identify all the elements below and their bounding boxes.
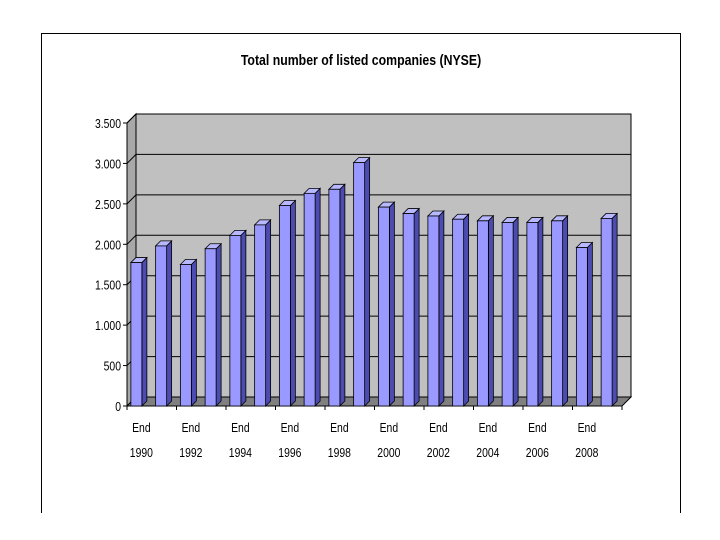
x-tick-label: End bbox=[182, 421, 200, 435]
bar bbox=[154, 239, 173, 407]
y-tick-label: 0 bbox=[115, 400, 121, 414]
x-tick-label: End bbox=[479, 421, 497, 435]
bar bbox=[129, 256, 148, 407]
x-tick-label: End bbox=[132, 421, 150, 435]
y-tick-label: 1.000 bbox=[95, 319, 121, 333]
bar bbox=[575, 241, 594, 407]
y-tick-label: 1.500 bbox=[95, 279, 121, 293]
x-tick-label: End bbox=[231, 421, 249, 435]
y-tick-label: 2.000 bbox=[95, 238, 121, 252]
y-tick-label: 2.500 bbox=[95, 198, 121, 212]
bar bbox=[402, 207, 421, 407]
gridline bbox=[126, 153, 631, 164]
bar bbox=[204, 242, 223, 407]
bar bbox=[426, 210, 445, 407]
gridline bbox=[126, 113, 631, 124]
x-tick-label: 2006 bbox=[526, 446, 550, 460]
bar bbox=[451, 213, 470, 407]
y-tick-label: 500 bbox=[104, 360, 122, 374]
x-tick-label: 1996 bbox=[278, 446, 302, 460]
x-tick-label: 2000 bbox=[377, 446, 401, 460]
bar bbox=[278, 199, 297, 407]
bar bbox=[377, 201, 396, 407]
x-tick-label: End bbox=[578, 421, 596, 435]
chart-title: Total number of listed companies (NYSE) bbox=[240, 52, 482, 69]
bar bbox=[303, 187, 322, 407]
bar bbox=[476, 214, 495, 407]
x-tick-label: 2002 bbox=[427, 446, 450, 460]
bar bbox=[525, 216, 544, 407]
bar bbox=[179, 258, 198, 407]
bar bbox=[550, 214, 569, 407]
x-tick-label: End bbox=[528, 421, 546, 435]
gridline bbox=[126, 194, 631, 205]
x-tick-label: 2004 bbox=[476, 446, 500, 460]
x-tick-label: End bbox=[281, 421, 299, 435]
bar bbox=[600, 212, 619, 407]
x-tick-label: End bbox=[330, 421, 348, 435]
bar bbox=[352, 156, 371, 407]
x-tick-label: End bbox=[429, 421, 447, 435]
y-tick-label: 3.500 bbox=[95, 117, 121, 131]
x-tick-label: 1998 bbox=[328, 446, 352, 460]
bar bbox=[228, 229, 247, 407]
x-tick-label: 2008 bbox=[575, 446, 599, 460]
x-tick-label: 1990 bbox=[130, 446, 154, 460]
bar bbox=[327, 183, 346, 407]
bar bbox=[253, 218, 272, 407]
x-tick-label: End bbox=[380, 421, 398, 435]
y-tick-label: 3.000 bbox=[95, 157, 121, 171]
bar bbox=[501, 216, 520, 407]
x-tick-label: 1994 bbox=[229, 446, 253, 460]
x-tick-label: 1992 bbox=[179, 446, 202, 460]
